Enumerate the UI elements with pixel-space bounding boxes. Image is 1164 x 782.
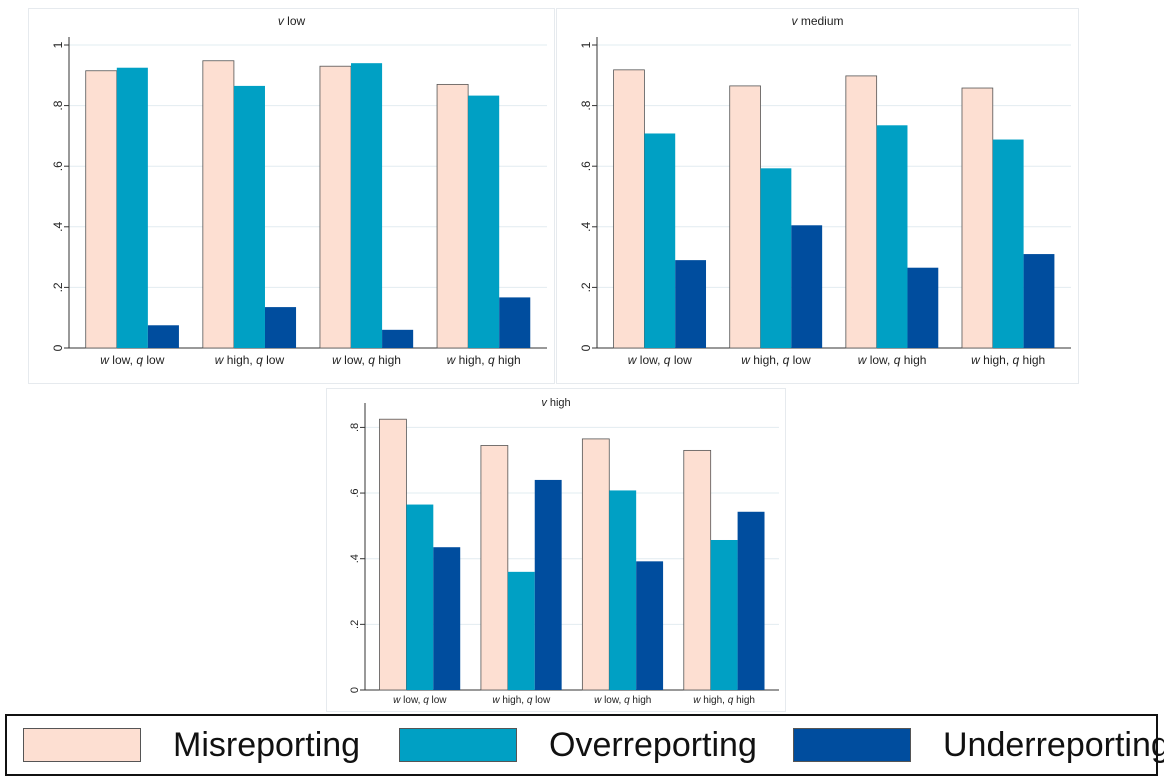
legend-swatch-overreporting: [399, 728, 517, 762]
bar-v-low-misreporting-3: [436, 83, 469, 349]
bar-v-low-misreporting-2: [319, 65, 352, 349]
bar-v-low-underreporting-2: [382, 329, 414, 348]
legend-item-underreporting: Underreporting: [793, 716, 1164, 774]
bar-v-low-misreporting-1: [202, 60, 235, 349]
bar-v-high-overreporting-3: [710, 539, 738, 690]
bar-v-medium-misreporting-3: [961, 87, 994, 349]
ytick-label-v-low-3: .6: [51, 161, 65, 171]
ytick-label-v-high-4: .8: [349, 423, 361, 432]
panel-v-high: 0 .2 .4 .6 .8 w low, q low w high, q low w low,…: [326, 388, 786, 712]
category-label-v-high-2: w low, q high: [594, 695, 651, 706]
ytick-label-v-high-3: .6: [349, 488, 361, 497]
legend-label-misreporting: Misreporting: [173, 725, 361, 764]
legend: Misreporting Overreporting Underreportin…: [5, 714, 1164, 776]
ytick-label-v-high-1: .2: [349, 620, 361, 629]
bar-v-medium-underreporting-0: [675, 260, 707, 348]
bar-v-high-misreporting-3: [683, 449, 712, 691]
category-label-v-medium-1: w high, q low: [741, 353, 811, 367]
bar-v-low-overreporting-1: [233, 85, 265, 348]
ytick-label-v-low-5: 1: [51, 41, 65, 48]
chart-v-high: 0 .2 .4 .6 .8 w low, q low w high, q low w low,…: [349, 397, 779, 706]
legend-swatch-underreporting: [793, 728, 911, 762]
category-label-v-medium-2: w low, q high: [858, 353, 927, 367]
ytick-label-v-low-4: .8: [51, 100, 65, 110]
ytick-label-v-medium-3: .6: [579, 161, 593, 171]
bar-v-low-underreporting-3: [499, 297, 531, 348]
chart-title-v-low: v low: [278, 14, 306, 28]
bar-v-medium-underreporting-1: [791, 225, 823, 348]
bar-v-low-overreporting-2: [351, 63, 383, 349]
bar-v-high-misreporting-1: [480, 445, 509, 691]
bar-v-low-misreporting-0: [85, 70, 118, 349]
panel-v-medium: 0 .2 .4 .6 .8 1 w low, q low w high, q low w low…: [556, 8, 1079, 384]
chart-title-v-medium: v medium: [791, 14, 843, 28]
category-label-v-low-2: w low, q high: [332, 353, 401, 367]
bar-v-medium-misreporting-0: [613, 69, 645, 349]
bar-v-high-overreporting-2: [609, 490, 637, 690]
legend-label-underreporting: Underreporting: [943, 725, 1164, 764]
bar-v-high-misreporting-0: [379, 418, 407, 691]
bar-v-high-underreporting-1: [534, 479, 562, 690]
bar-v-medium-misreporting-1: [729, 85, 761, 349]
ytick-label-v-low-0: 0: [51, 344, 65, 351]
category-label-v-high-0: w low, q low: [393, 695, 447, 706]
bar-v-medium-underreporting-3: [1023, 254, 1055, 348]
ytick-label-v-low-1: .2: [51, 282, 65, 292]
ytick-label-v-medium-0: 0: [579, 344, 593, 351]
ytick-label-v-medium-4: .8: [579, 100, 593, 110]
bar-v-medium-underreporting-2: [907, 267, 939, 348]
bar-v-low-underreporting-1: [264, 307, 297, 348]
panel-v-low: 0 .2 .4 .6 .8 1 w low, q low w high, q low w low…: [28, 8, 555, 384]
bar-v-medium-overreporting-1: [760, 168, 792, 348]
ytick-label-v-high-0: 0: [349, 687, 361, 693]
legend-item-misreporting: Misreporting: [23, 716, 360, 774]
bar-v-low-underreporting-0: [147, 325, 179, 348]
category-label-v-high-1: w high, q low: [492, 695, 551, 706]
chart-v-medium: 0 .2 .4 .6 .8 1 w low, q low w high, q low w low…: [579, 14, 1071, 367]
ytick-label-v-high-2: .4: [349, 554, 361, 563]
category-label-v-medium-3: w high, q high: [971, 353, 1045, 367]
ytick-label-v-medium-5: 1: [579, 41, 593, 48]
category-label-v-low-3: w high, q high: [447, 353, 521, 367]
legend-label-overreporting: Overreporting: [549, 725, 757, 764]
ytick-label-v-medium-1: .2: [579, 282, 593, 292]
bar-v-high-underreporting-0: [433, 547, 461, 690]
bar-v-high-overreporting-1: [507, 571, 535, 690]
category-label-v-low-1: w high, q low: [215, 353, 285, 367]
bar-v-high-underreporting-3: [737, 511, 765, 690]
bar-v-medium-misreporting-2: [845, 75, 878, 349]
chart-title-v-high: v high: [541, 397, 570, 409]
bar-v-low-overreporting-0: [116, 67, 148, 348]
ytick-label-v-medium-2: .4: [579, 221, 593, 231]
bar-v-high-misreporting-2: [581, 438, 610, 691]
bar-v-high-underreporting-2: [636, 561, 664, 690]
category-label-v-low-0: w low, q low: [100, 353, 164, 367]
ytick-label-v-low-2: .4: [51, 221, 65, 231]
category-label-v-high-3: w high, q high: [693, 695, 755, 706]
bar-v-high-overreporting-0: [406, 504, 434, 690]
legend-item-overreporting: Overreporting: [399, 716, 757, 774]
bar-v-medium-overreporting-3: [992, 139, 1024, 348]
category-label-v-medium-0: w low, q low: [628, 353, 692, 367]
bar-v-medium-overreporting-0: [644, 133, 676, 348]
bar-v-medium-overreporting-2: [876, 125, 908, 348]
bar-v-low-overreporting-3: [468, 95, 500, 348]
legend-swatch-misreporting: [23, 728, 141, 762]
chart-v-low: 0 .2 .4 .6 .8 1 w low, q low w high, q low w low…: [51, 14, 547, 367]
